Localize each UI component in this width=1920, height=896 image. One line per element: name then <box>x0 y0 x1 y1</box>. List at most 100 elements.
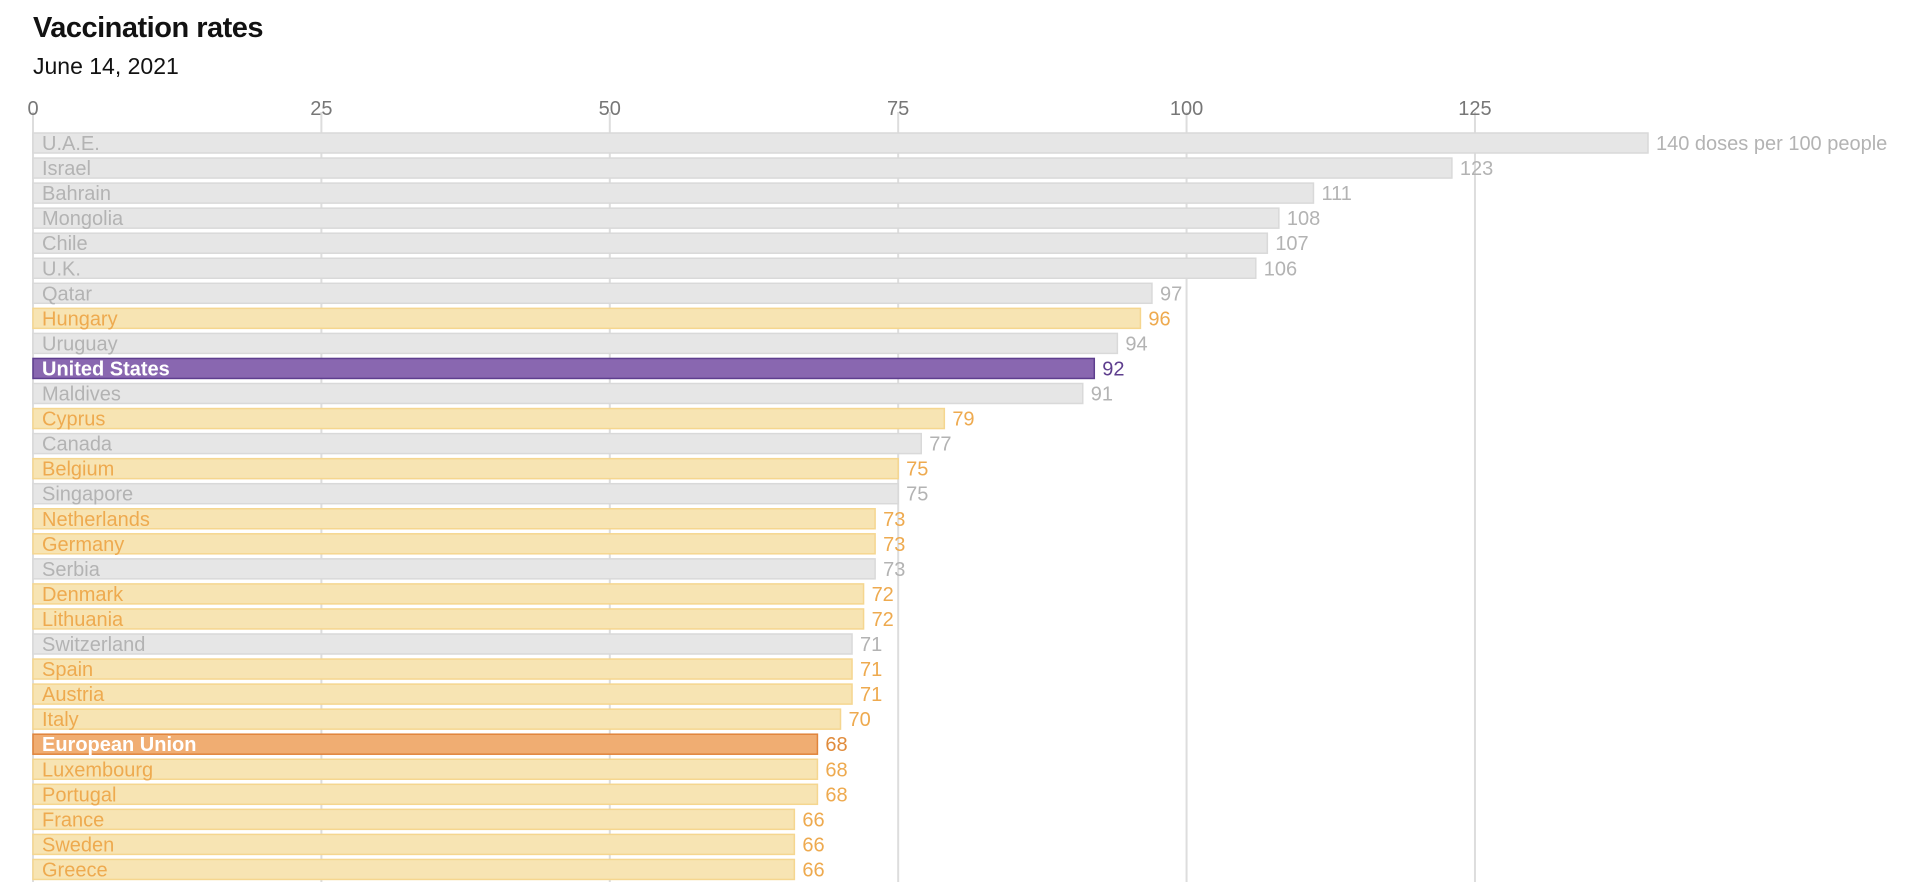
category-label: Switzerland <box>42 634 145 656</box>
x-tick-label: 75 <box>887 98 909 120</box>
bar <box>32 482 899 505</box>
value-label: 71 <box>860 684 882 706</box>
value-label: 108 <box>1287 208 1320 230</box>
category-label: Sweden <box>42 834 114 856</box>
value-label: 91 <box>1091 384 1113 406</box>
value-label: 72 <box>872 609 894 631</box>
bar <box>32 658 853 680</box>
category-label: Denmark <box>42 584 124 606</box>
category-label: Luxembourg <box>42 759 153 781</box>
value-label: 107 <box>1275 233 1308 255</box>
bars <box>32 132 1649 881</box>
bar <box>32 683 853 705</box>
value-label: 68 <box>825 759 847 781</box>
value-label: 79 <box>952 409 974 431</box>
bar <box>32 608 865 630</box>
bar <box>32 332 1119 355</box>
category-label: U.A.E. <box>42 133 100 155</box>
value-label: 94 <box>1125 333 1147 355</box>
value-label: 66 <box>802 859 824 881</box>
value-label: 111 <box>1321 183 1351 205</box>
chart-title: Vaccination rates <box>33 12 264 44</box>
bar <box>32 708 842 730</box>
value-label: 66 <box>802 809 824 831</box>
bar <box>32 457 899 480</box>
bar <box>32 257 1257 279</box>
value-label: 106 <box>1264 258 1297 280</box>
category-label: Austria <box>42 684 105 706</box>
category-label: Greece <box>42 859 108 881</box>
bar <box>32 207 1280 229</box>
value-label: 77 <box>929 434 951 456</box>
bar <box>32 357 1096 380</box>
category-label: European Union <box>42 734 196 756</box>
x-tick-label: 0 <box>27 98 38 120</box>
category-label: United States <box>42 358 170 380</box>
bar <box>32 232 1269 254</box>
x-tick-label: 25 <box>310 98 332 120</box>
value-label: 70 <box>849 709 871 731</box>
category-label: Canada <box>42 434 113 456</box>
bar <box>32 157 1453 179</box>
bar <box>32 733 819 755</box>
value-label: 73 <box>883 534 905 556</box>
value-label: 140 doses per 100 people <box>1656 133 1887 155</box>
category-label: U.K. <box>42 258 81 280</box>
category-label: Netherlands <box>42 509 150 531</box>
category-label: Singapore <box>42 484 133 506</box>
bar <box>32 758 819 780</box>
bar <box>32 533 876 555</box>
category-label: Germany <box>42 534 124 556</box>
bar <box>32 407 946 430</box>
bar <box>32 808 796 831</box>
x-tick-label: 50 <box>599 98 621 120</box>
value-label: 73 <box>883 509 905 531</box>
category-label: Qatar <box>42 283 92 305</box>
bar <box>32 132 1649 154</box>
bar <box>32 858 796 881</box>
value-label: 68 <box>825 784 847 806</box>
category-label: Italy <box>42 709 79 731</box>
labels: U.A.E. 140 doses per 100 people Israel 123 B… <box>42 133 1887 881</box>
category-label: Maldives <box>42 384 121 406</box>
bar <box>32 282 1153 305</box>
chart-subtitle: June 14, 2021 <box>33 53 179 79</box>
value-label: 71 <box>860 659 882 681</box>
value-label: 66 <box>802 834 824 856</box>
bar <box>32 558 876 580</box>
category-label: Cyprus <box>42 409 105 431</box>
value-label: 123 <box>1460 158 1493 180</box>
bar <box>32 432 922 455</box>
category-label: Portugal <box>42 784 117 806</box>
value-label: 75 <box>906 459 928 481</box>
x-tick-label: 100 <box>1170 98 1203 120</box>
bar <box>32 307 1142 330</box>
bar <box>32 833 796 856</box>
value-label: 73 <box>883 559 905 581</box>
bar <box>32 508 876 530</box>
category-label: Spain <box>42 659 93 681</box>
bar <box>32 382 1084 405</box>
category-label: Lithuania <box>42 609 124 631</box>
value-label: 75 <box>906 484 928 506</box>
value-label: 92 <box>1102 358 1124 380</box>
bar <box>32 633 853 655</box>
category-label: France <box>42 809 104 831</box>
category-label: Belgium <box>42 459 114 481</box>
value-label: 71 <box>860 634 882 656</box>
category-label: Chile <box>42 233 88 255</box>
value-label: 68 <box>825 734 847 756</box>
category-label: Mongolia <box>42 208 124 230</box>
bar <box>32 583 865 605</box>
category-label: Uruguay <box>42 333 118 355</box>
category-label: Bahrain <box>42 183 111 205</box>
value-label: 97 <box>1160 283 1182 305</box>
bar <box>32 182 1315 204</box>
category-label: Israel <box>42 158 91 180</box>
value-label: 72 <box>872 584 894 606</box>
x-tick-label: 125 <box>1458 98 1491 120</box>
value-label: 96 <box>1148 308 1170 330</box>
category-label: Serbia <box>42 559 101 581</box>
bar <box>32 783 819 806</box>
